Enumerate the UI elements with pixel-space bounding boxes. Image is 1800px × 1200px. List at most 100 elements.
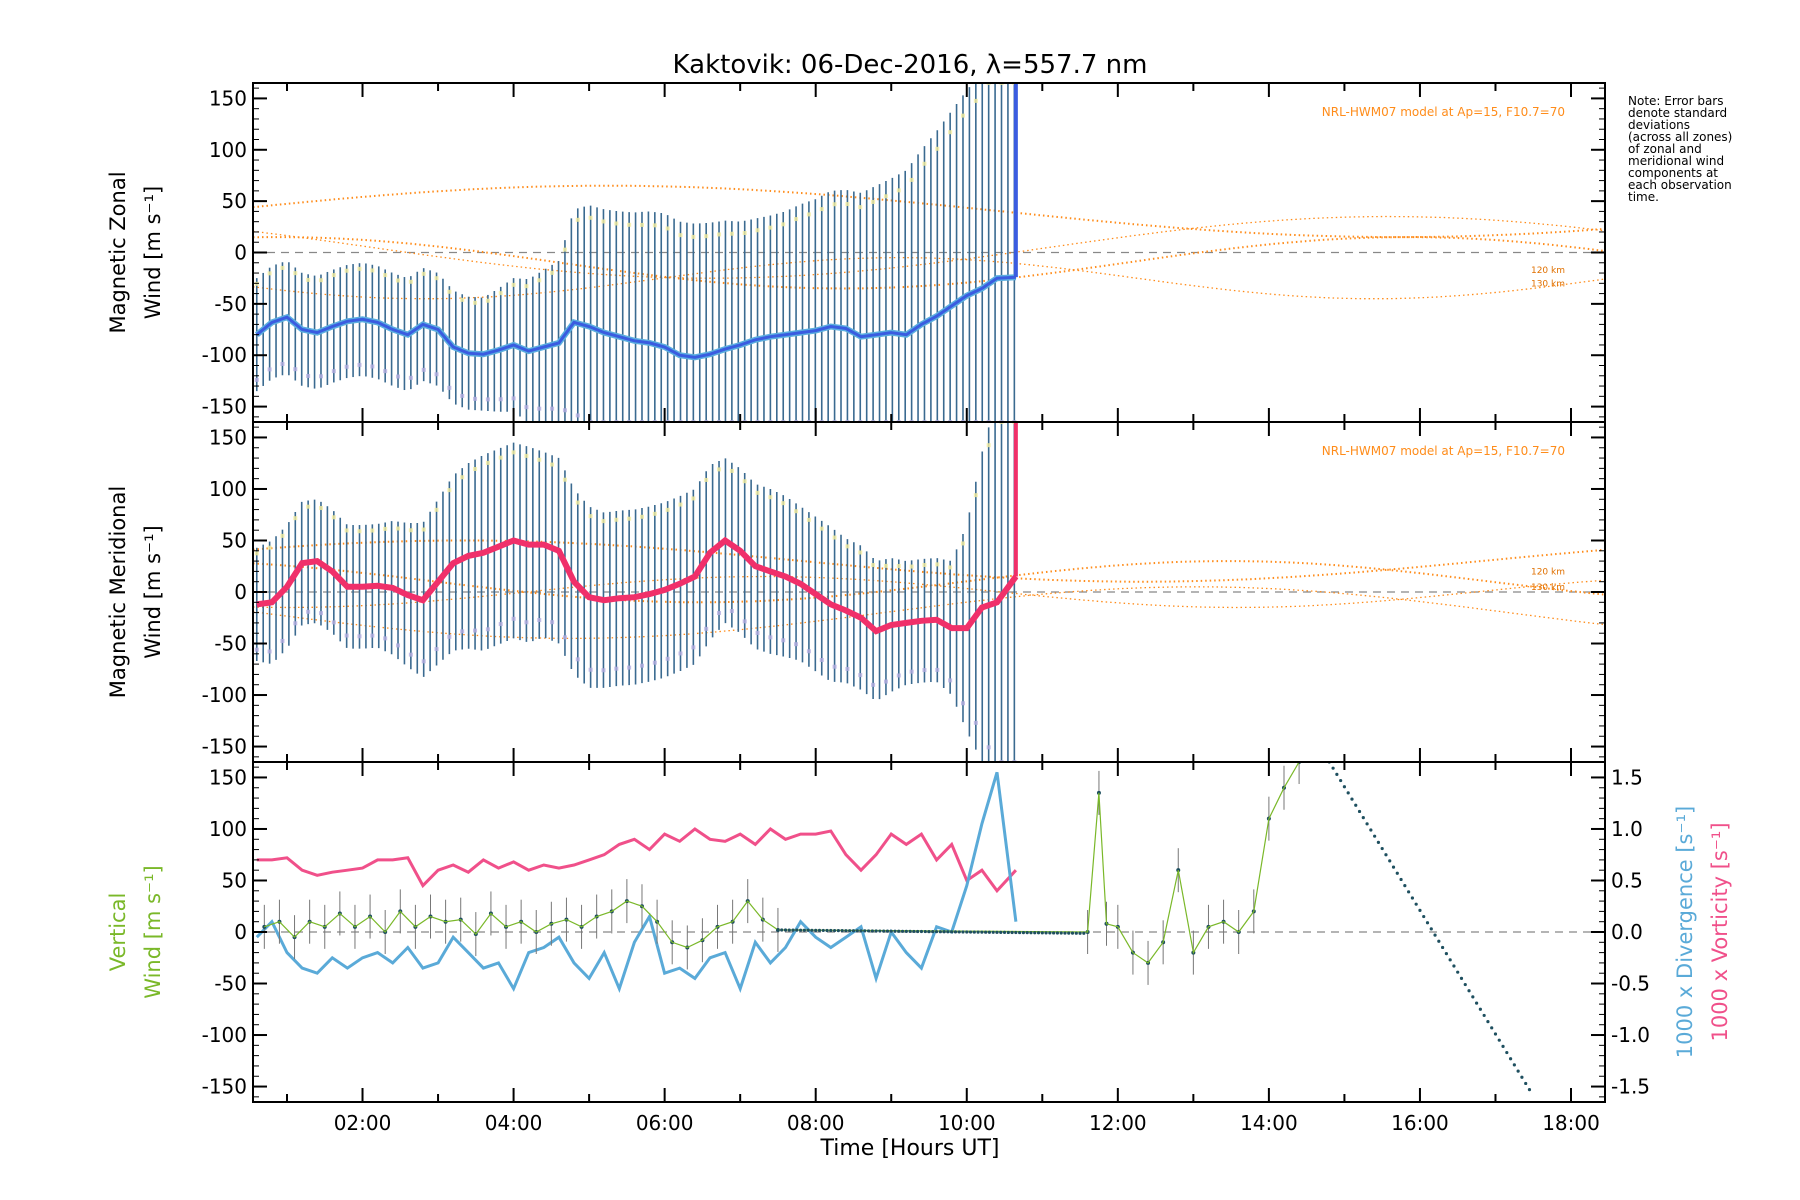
model-curve bbox=[253, 184, 1605, 239]
zone-point bbox=[344, 364, 349, 369]
zone-point bbox=[460, 393, 465, 398]
trend-point bbox=[968, 930, 973, 934]
zone-point bbox=[691, 645, 696, 650]
zone-point bbox=[331, 273, 336, 278]
zone-point bbox=[357, 266, 362, 271]
right-tick-label: -1.0 bbox=[1611, 1023, 1650, 1047]
zone-point bbox=[742, 619, 747, 624]
zone-point bbox=[909, 564, 914, 569]
zone-point bbox=[357, 529, 362, 534]
trend-point bbox=[829, 928, 833, 933]
zone-point bbox=[588, 667, 593, 672]
zone-point bbox=[717, 232, 722, 237]
zone-point bbox=[678, 651, 683, 656]
trend-point bbox=[1025, 931, 1029, 935]
zone-point bbox=[729, 468, 734, 473]
trend-point bbox=[1021, 931, 1026, 935]
zone-point bbox=[588, 215, 593, 220]
zone-point bbox=[331, 620, 336, 625]
right-tick-label: 1.0 bbox=[1611, 817, 1643, 841]
zone-point bbox=[729, 609, 734, 614]
zone-point bbox=[421, 659, 426, 664]
trend-point bbox=[798, 928, 803, 932]
trend-point bbox=[1395, 871, 1399, 875]
zone-point bbox=[819, 207, 824, 212]
y-tick-label: -150 bbox=[202, 395, 247, 419]
zone-point bbox=[819, 658, 824, 662]
panel-meridional-wind: NRL-HWM07 model at Ap=15, F10.7=70 120 km… bbox=[106, 421, 1606, 763]
note-line: meridional wind bbox=[1628, 154, 1724, 168]
zone-point bbox=[575, 413, 580, 418]
zone-point bbox=[434, 507, 439, 512]
zone-point bbox=[434, 276, 439, 281]
trend-point bbox=[919, 929, 924, 934]
y-tick-label: 50 bbox=[222, 528, 247, 552]
zone-point bbox=[639, 222, 644, 227]
zone-point bbox=[832, 535, 837, 540]
zone-point bbox=[717, 611, 722, 616]
x-tick-label: 16:00 bbox=[1391, 1111, 1449, 1135]
zone-point bbox=[973, 720, 978, 725]
trend-point bbox=[900, 929, 905, 933]
note-line: time. bbox=[1628, 190, 1659, 204]
zone-point bbox=[639, 663, 644, 668]
zone-point bbox=[691, 234, 696, 239]
zone-point bbox=[652, 660, 657, 665]
zone-point bbox=[627, 516, 632, 521]
zone-point bbox=[948, 130, 953, 135]
trend-point bbox=[859, 929, 863, 933]
x-tick-label: 12:00 bbox=[1089, 1111, 1147, 1135]
zone-point bbox=[524, 405, 529, 410]
zone-point bbox=[550, 406, 555, 411]
zone-point bbox=[306, 277, 311, 282]
zone-point bbox=[781, 222, 786, 227]
zone-point bbox=[293, 516, 298, 521]
zone-point bbox=[794, 509, 799, 514]
zone-point bbox=[986, 745, 991, 750]
zone-point bbox=[717, 467, 722, 472]
trend-point bbox=[1067, 931, 1071, 935]
zone-point bbox=[460, 297, 465, 302]
zone-point bbox=[344, 268, 349, 273]
zone-point bbox=[922, 668, 927, 673]
zone-scatter bbox=[254, 422, 1017, 762]
zone-point bbox=[781, 638, 786, 643]
zone-point bbox=[973, 493, 978, 498]
y-tick-label: -100 bbox=[202, 343, 247, 367]
zone-point bbox=[909, 177, 914, 182]
zone-point bbox=[280, 361, 285, 366]
trend-point bbox=[866, 929, 871, 933]
trend-point bbox=[938, 930, 942, 934]
y-tick-label: 0 bbox=[234, 241, 247, 265]
zone-point bbox=[768, 225, 773, 230]
zone-point bbox=[819, 526, 824, 531]
zone-point bbox=[858, 550, 863, 555]
note-line: (across all zones) bbox=[1628, 130, 1732, 144]
trend-point bbox=[855, 929, 859, 933]
trend-point bbox=[904, 929, 908, 933]
zone-point bbox=[768, 495, 773, 500]
trend-point bbox=[1497, 1038, 1501, 1042]
zone-point bbox=[845, 666, 850, 671]
zone-point bbox=[909, 669, 914, 674]
model-altitude-label: 120 km bbox=[1531, 266, 1565, 276]
zone-point bbox=[806, 649, 811, 654]
y-tick-label: -50 bbox=[214, 632, 247, 656]
y-axis-label-line1: Magnetic Zonal bbox=[106, 171, 130, 333]
trend-point bbox=[1002, 930, 1007, 935]
zone-point bbox=[537, 278, 542, 283]
trend-point bbox=[817, 928, 822, 932]
zone-point bbox=[781, 501, 786, 506]
trend-point bbox=[1410, 896, 1414, 900]
zone-point bbox=[729, 231, 734, 236]
zone-point bbox=[280, 638, 285, 643]
zone-point bbox=[267, 271, 272, 276]
zone-point bbox=[254, 281, 259, 286]
zone-point bbox=[742, 479, 747, 484]
zone-point bbox=[511, 450, 516, 455]
zone-point bbox=[806, 517, 811, 522]
divergence-axis-label: 1000 x Divergence [s⁻¹] bbox=[1673, 806, 1697, 1058]
zone-point bbox=[511, 396, 516, 401]
trend-point bbox=[1346, 791, 1350, 795]
zone-point bbox=[973, 98, 978, 103]
